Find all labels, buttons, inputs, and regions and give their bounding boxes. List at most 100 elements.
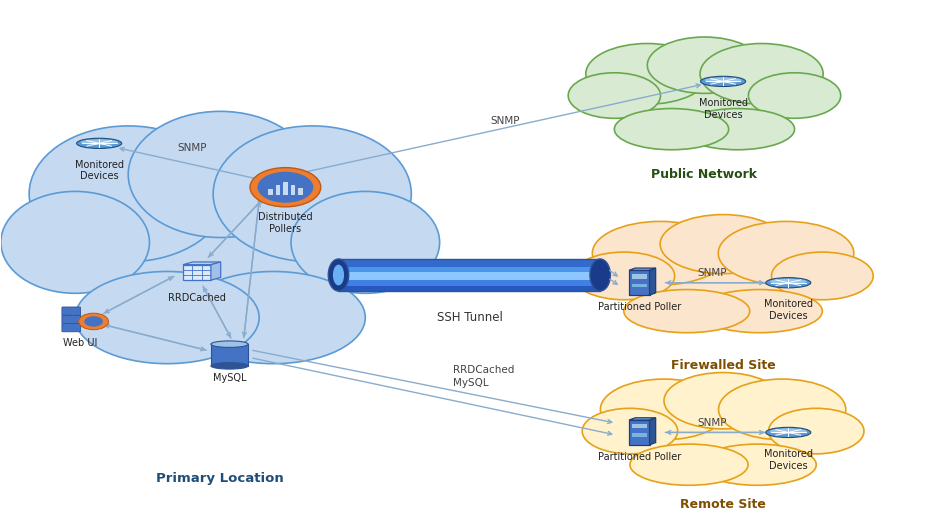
Ellipse shape	[1, 192, 149, 293]
Bar	[631, 275, 646, 279]
Bar	[629, 270, 649, 295]
Ellipse shape	[70, 190, 371, 324]
Polygon shape	[183, 262, 220, 265]
Ellipse shape	[590, 259, 611, 291]
Text: Distributed
Pollers: Distributed Pollers	[258, 212, 313, 234]
Bar	[338, 262, 601, 263]
Text: Firewalled Site: Firewalled Site	[671, 359, 775, 372]
Text: RRDCached: RRDCached	[453, 365, 515, 375]
Bar	[338, 289, 601, 290]
Circle shape	[84, 316, 103, 326]
Ellipse shape	[769, 408, 864, 454]
Ellipse shape	[291, 192, 440, 293]
Bar	[276, 185, 280, 195]
Ellipse shape	[128, 112, 312, 238]
Circle shape	[250, 168, 320, 207]
Ellipse shape	[771, 252, 873, 300]
Ellipse shape	[700, 44, 823, 104]
Bar	[338, 285, 601, 286]
Ellipse shape	[586, 44, 709, 104]
Ellipse shape	[660, 214, 786, 274]
Ellipse shape	[573, 252, 674, 300]
Bar	[631, 424, 646, 428]
Ellipse shape	[718, 222, 854, 285]
Ellipse shape	[624, 290, 750, 333]
Ellipse shape	[698, 444, 816, 485]
Ellipse shape	[328, 259, 348, 291]
Bar	[338, 275, 601, 276]
Bar	[283, 182, 288, 195]
Ellipse shape	[615, 108, 729, 150]
Ellipse shape	[213, 126, 411, 262]
Bar	[338, 277, 601, 278]
Bar	[268, 189, 273, 195]
Ellipse shape	[627, 408, 820, 468]
Bar	[338, 276, 601, 277]
Bar	[211, 344, 248, 366]
Bar	[338, 260, 601, 261]
Bar	[631, 284, 646, 287]
Bar	[338, 281, 601, 282]
Text: SNMP: SNMP	[697, 268, 727, 278]
Ellipse shape	[29, 126, 227, 262]
Bar	[338, 270, 601, 271]
Bar	[338, 264, 601, 265]
Ellipse shape	[718, 379, 846, 440]
Text: RRDCached: RRDCached	[168, 293, 226, 303]
Bar	[338, 274, 601, 275]
Bar	[338, 268, 601, 269]
Polygon shape	[211, 262, 220, 280]
Circle shape	[78, 313, 108, 330]
Ellipse shape	[766, 278, 811, 288]
Bar	[338, 269, 601, 270]
Ellipse shape	[333, 265, 344, 285]
Bar	[290, 185, 295, 195]
Bar	[338, 261, 601, 262]
Bar	[338, 283, 601, 284]
Ellipse shape	[181, 271, 365, 364]
Text: Public Network: Public Network	[651, 168, 757, 181]
Ellipse shape	[211, 363, 248, 369]
Bar	[338, 265, 601, 266]
Text: Monitored
Devices: Monitored Devices	[764, 299, 813, 321]
Text: Web UI: Web UI	[64, 338, 98, 348]
Bar	[631, 433, 646, 436]
Ellipse shape	[766, 427, 811, 438]
Ellipse shape	[75, 271, 259, 364]
Bar	[338, 290, 601, 291]
Bar	[338, 278, 601, 279]
Ellipse shape	[680, 108, 795, 150]
Ellipse shape	[770, 429, 807, 434]
Text: Monitored
Devices: Monitored Devices	[764, 449, 813, 471]
Text: Partitioned Poller: Partitioned Poller	[598, 303, 681, 312]
FancyBboxPatch shape	[62, 315, 80, 323]
Ellipse shape	[748, 73, 841, 118]
Ellipse shape	[611, 72, 798, 132]
Circle shape	[258, 172, 313, 203]
Text: Remote Site: Remote Site	[680, 498, 766, 511]
Bar	[338, 280, 601, 281]
Text: Partitioned Poller: Partitioned Poller	[598, 452, 681, 462]
Bar	[338, 272, 601, 274]
Text: MySQL: MySQL	[453, 378, 488, 389]
Ellipse shape	[620, 252, 826, 314]
Text: Primary Location: Primary Location	[156, 472, 284, 485]
Bar	[338, 267, 601, 268]
Text: MySQL: MySQL	[213, 373, 247, 383]
Bar	[338, 286, 601, 287]
Bar	[338, 279, 601, 280]
Ellipse shape	[601, 379, 728, 440]
Bar	[183, 265, 211, 280]
Ellipse shape	[770, 279, 807, 284]
Polygon shape	[649, 418, 656, 445]
Polygon shape	[629, 418, 656, 420]
Bar	[338, 271, 601, 272]
Ellipse shape	[700, 76, 745, 87]
Ellipse shape	[704, 77, 742, 83]
Bar	[338, 288, 601, 289]
Polygon shape	[629, 268, 656, 270]
Bar	[338, 259, 601, 260]
Text: SNMP: SNMP	[177, 143, 207, 153]
Ellipse shape	[697, 290, 822, 333]
Bar	[338, 282, 601, 283]
